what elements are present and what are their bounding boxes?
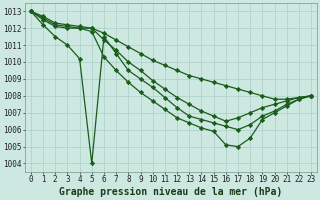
X-axis label: Graphe pression niveau de la mer (hPa): Graphe pression niveau de la mer (hPa) xyxy=(60,187,283,197)
